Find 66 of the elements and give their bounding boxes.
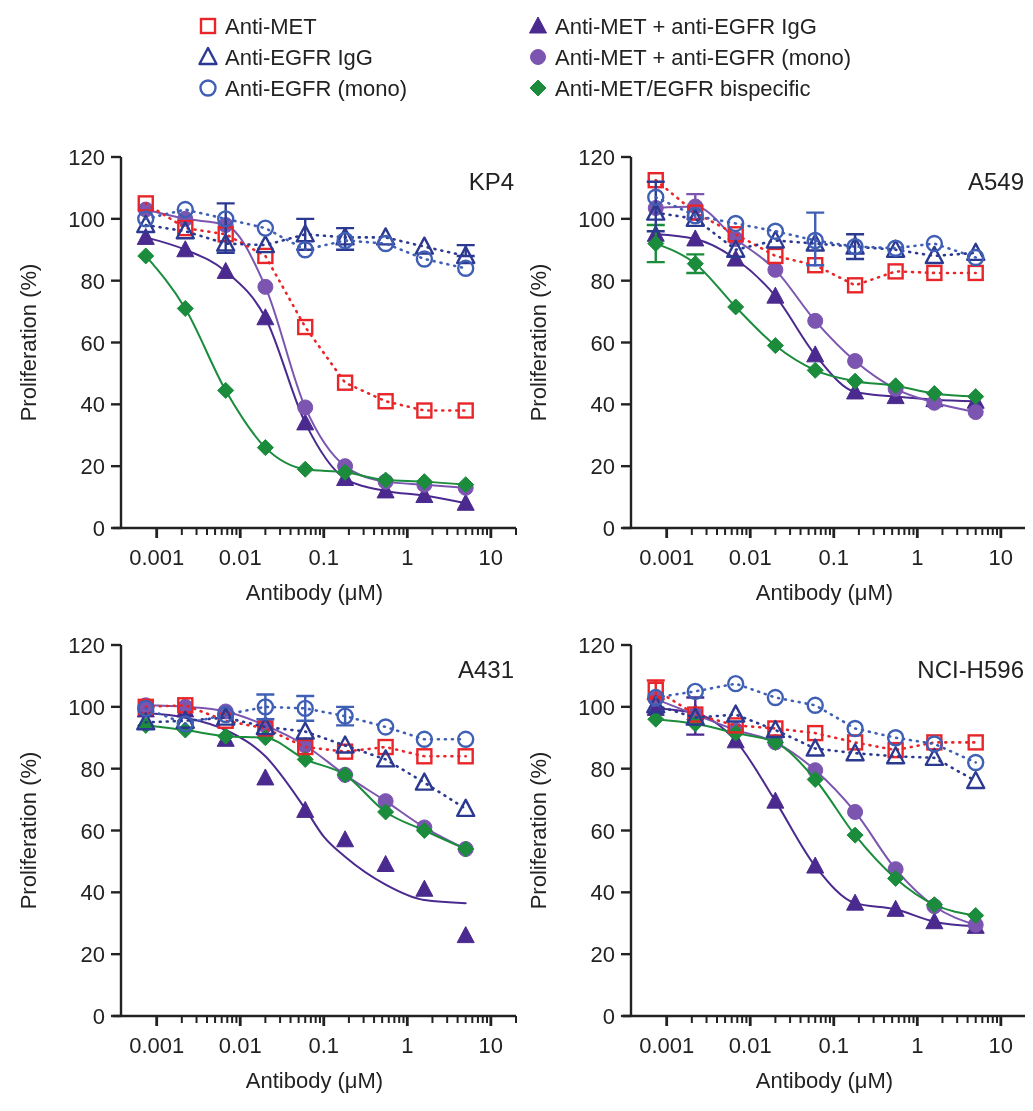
y-tick-label: 40: [590, 392, 615, 418]
text: A431: [457, 656, 514, 683]
x-tick-label: 1: [911, 545, 924, 570]
x-tick-label: 0.001: [129, 545, 185, 570]
x-tick-label: 0.1: [308, 545, 340, 570]
x-axis-title: Antibody (μM): [755, 580, 894, 605]
legend-label: Anti-MET + anti-EGFR IgG: [555, 14, 817, 39]
x-tick-label: 1: [401, 1033, 414, 1058]
text: KP4: [468, 168, 514, 195]
x-tick-label: 10: [478, 545, 504, 570]
x-tick-label: 0.01: [218, 1033, 262, 1058]
y-tick-label: 80: [80, 268, 105, 294]
y-tick-label: 100: [578, 694, 615, 720]
y-tick-label: 20: [590, 942, 615, 968]
y-tick-label: 40: [80, 880, 105, 906]
y-tick-label: 0: [92, 1004, 105, 1029]
y-axis-title: Proliferation (%): [526, 751, 551, 910]
legend-label: Anti-EGFR (mono): [225, 76, 408, 101]
x-tick-label: 0.1: [818, 1033, 850, 1058]
text: NCI-H596: [917, 656, 1024, 683]
y-tick-label: 0: [602, 516, 615, 541]
y-tick-label: 60: [80, 818, 105, 844]
x-tick-label: 10: [988, 1033, 1014, 1058]
x-tick-label: 10: [988, 545, 1014, 570]
x-tick-label: 0.01: [218, 545, 262, 570]
x-tick-label: 10: [478, 1033, 504, 1058]
x-tick-label: 0.001: [639, 545, 695, 570]
x-tick-label: 1: [401, 545, 414, 570]
x-axis-title: Antibody (μM): [755, 1068, 894, 1093]
y-tick-label: 80: [590, 756, 615, 782]
text: A549: [967, 168, 1024, 195]
legend-label: Anti-MET/EGFR bispecific: [555, 76, 811, 101]
y-tick-label: 60: [80, 330, 105, 356]
y-tick-label: 20: [80, 942, 105, 968]
y-tick-label: 100: [68, 206, 105, 232]
y-tick-label: 40: [590, 880, 615, 906]
y-tick-label: 80: [590, 268, 615, 294]
y-tick-label: 80: [80, 756, 105, 782]
legend-label: Anti-EGFR IgG: [225, 45, 373, 70]
x-tick-label: 0.01: [728, 545, 772, 570]
y-tick-label: 100: [68, 694, 105, 720]
x-axis-title: Antibody (μM): [245, 1068, 384, 1093]
y-tick-label: 120: [578, 145, 615, 170]
x-tick-label: 0.1: [308, 1033, 340, 1058]
y-tick-label: 60: [590, 818, 615, 844]
y-tick-label: 100: [578, 206, 615, 232]
y-tick-label: 20: [80, 454, 105, 480]
x-tick-label: 0.001: [639, 1033, 695, 1058]
y-tick-label: 20: [590, 454, 615, 480]
x-tick-label: 0.001: [129, 1033, 185, 1058]
y-axis-title: Proliferation (%): [16, 751, 41, 910]
x-tick-label: 1: [911, 1033, 924, 1058]
legend-label: Anti-MET: [225, 14, 317, 39]
legend-label: Anti-MET + anti-EGFR (mono): [555, 45, 852, 70]
y-tick-label: 0: [92, 516, 105, 541]
y-axis-title: Proliferation (%): [16, 263, 41, 422]
y-tick-label: 0: [602, 1004, 615, 1029]
y-tick-label: 40: [80, 392, 105, 418]
y-tick-label: 60: [590, 330, 615, 356]
x-tick-label: 0.01: [728, 1033, 772, 1058]
y-tick-label: 120: [68, 633, 105, 658]
x-axis-title: Antibody (μM): [245, 580, 384, 605]
x-tick-label: 0.1: [818, 545, 850, 570]
y-tick-label: 120: [578, 633, 615, 658]
y-tick-label: 120: [68, 145, 105, 170]
y-axis-title: Proliferation (%): [526, 263, 551, 422]
